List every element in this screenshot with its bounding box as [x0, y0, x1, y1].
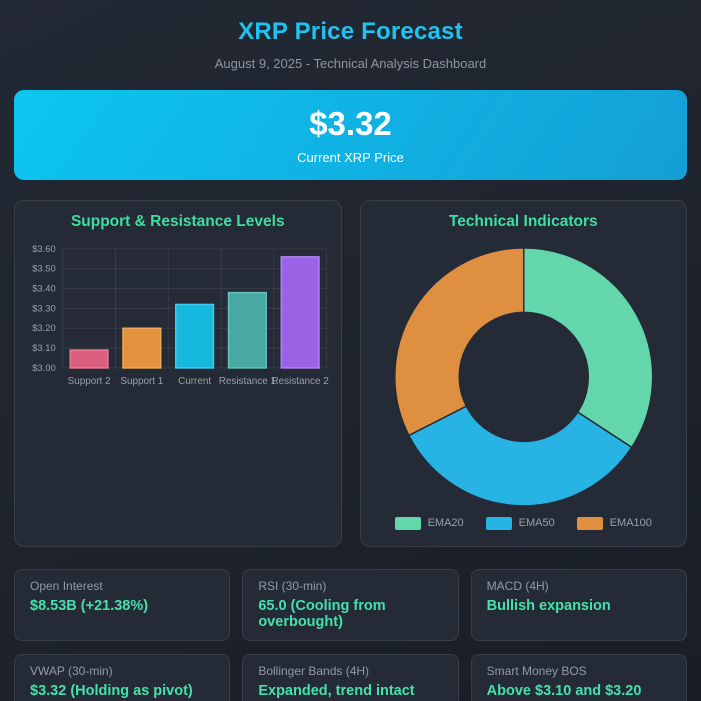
svg-text:$3.30: $3.30 [32, 302, 56, 313]
card-label: VWAP (30-min) [30, 664, 113, 678]
donut-chart-title: Technical Indicators [448, 213, 598, 230]
donut-segment-ema100[interactable] [393, 247, 524, 437]
technical-indicators-panel: Technical Indicators EMA20 EMA50 EMA100 [359, 200, 687, 547]
card-label: Open Interest [30, 579, 103, 593]
legend-item-ema50[interactable]: EMA50 [485, 516, 555, 530]
svg-text:$3.60: $3.60 [32, 243, 56, 254]
donut-legend: EMA20 EMA50 EMA100 [371, 516, 677, 530]
charts-row: Support & Resistance Levels $3.00 $3.10 $3… [14, 200, 687, 547]
bar-support-1[interactable] [122, 327, 162, 369]
legend-label-ema50: EMA50 [518, 517, 555, 530]
support-resistance-bar-chart[interactable]: $3.00 $3.10 $3.20 $3.30 $3.40 $3.50 $3.60 Suppo… [25, 239, 331, 400]
page-title: XRP Price Forecast [238, 18, 463, 45]
svg-text:$3.00: $3.00 [32, 362, 56, 373]
svg-text:Current: Current [178, 376, 211, 387]
current-price-label: Current XRP Price [297, 150, 404, 165]
card-value: Above $3.10 and $3.20 [486, 683, 642, 699]
card-value: 65.0 (Cooling from overbought) [258, 598, 386, 630]
svg-text:Resistance 1: Resistance 1 [219, 376, 277, 387]
card-label: RSI (30-min) [258, 579, 327, 593]
svg-text:Support 2: Support 2 [68, 376, 111, 387]
svg-text:$3.50: $3.50 [32, 263, 56, 274]
card-vwap: VWAP (30-min) $3.32 (Holding as pivot) [14, 654, 231, 701]
current-price-banner: $3.32 Current XRP Price [14, 90, 687, 180]
svg-text:$3.10: $3.10 [32, 342, 56, 353]
bar-resistance-1[interactable] [227, 291, 267, 369]
card-label: Bollinger Bands (4H) [258, 664, 370, 678]
legend-label-ema100: EMA100 [609, 517, 652, 530]
support-resistance-panel: Support & Resistance Levels $3.00 $3.10 $3… [14, 200, 342, 547]
ema100-swatch-icon [576, 516, 603, 530]
bar-current[interactable] [175, 303, 215, 369]
card-label: MACD (4H) [486, 579, 549, 593]
card-bollinger-bands: Bollinger Bands (4H) Expanded, trend int… [242, 654, 459, 701]
donut-segment-ema20[interactable] [522, 247, 653, 449]
bar-support-2[interactable] [69, 349, 109, 369]
svg-text:Resistance 2: Resistance 2 [271, 376, 329, 387]
legend-label-ema20: EMA20 [427, 517, 464, 530]
stat-cards-grid: Open Interest $8.53B (+21.38%) RSI (30-m… [14, 569, 687, 701]
card-value: $8.53B (+21.38%) [30, 598, 149, 614]
bar-resistance-2[interactable] [280, 256, 320, 369]
card-macd: MACD (4H) Bullish expansion [470, 569, 687, 641]
svg-text:Support 1: Support 1 [120, 376, 163, 387]
page-subtitle: August 9, 2025 - Technical Analysis Dash… [214, 56, 487, 71]
legend-item-ema20[interactable]: EMA20 [394, 516, 464, 530]
current-price-value: $3.32 [309, 105, 392, 142]
card-value: Bullish expansion [486, 598, 611, 614]
svg-text:$3.40: $3.40 [32, 283, 56, 294]
card-value: $3.32 (Holding as pivot) [30, 683, 193, 699]
card-value: Expanded, trend intact [258, 683, 415, 699]
ema50-swatch-icon [485, 516, 512, 530]
ema20-swatch-icon [394, 516, 421, 530]
card-open-interest: Open Interest $8.53B (+21.38%) [14, 569, 231, 641]
bar-chart-title: Support & Resistance Levels [70, 213, 285, 230]
legend-item-ema100[interactable]: EMA100 [576, 516, 652, 530]
card-smart-money-bos: Smart Money BOS Above $3.10 and $3.20 [470, 654, 687, 701]
donut-segment-ema50[interactable] [407, 405, 633, 507]
card-label: Smart Money BOS [486, 664, 587, 678]
technical-indicators-donut-chart[interactable] [371, 239, 677, 511]
card-rsi: RSI (30-min) 65.0 (Cooling from overboug… [242, 569, 459, 641]
svg-text:$3.20: $3.20 [32, 322, 56, 333]
